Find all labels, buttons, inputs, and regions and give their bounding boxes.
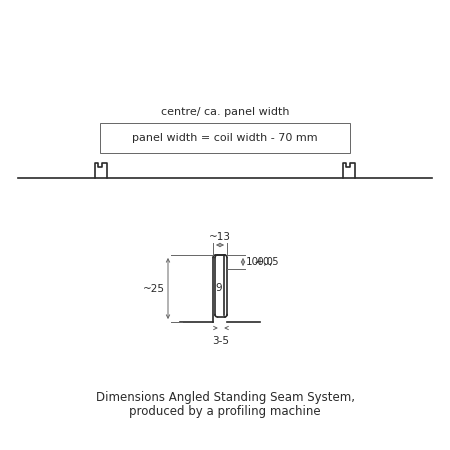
Text: ~25: ~25 [143,284,165,293]
Text: ~13: ~13 [209,232,231,242]
Text: produced by a profiling machine: produced by a profiling machine [129,405,321,418]
Text: centre/ ca. panel width: centre/ ca. panel width [161,107,289,117]
Text: Dimensions Angled Standing Seam System,: Dimensions Angled Standing Seam System, [95,392,355,405]
Bar [100,123,350,153]
Text: 3-5: 3-5 [212,336,230,346]
Text: 9: 9 [216,283,222,293]
Text: panel width = coil width - 70 mm: panel width = coil width - 70 mm [132,133,318,143]
Text: -0,0: -0,0 [255,257,274,267]
Text: +0,5: +0,5 [255,257,279,267]
Text: 10: 10 [246,257,259,267]
